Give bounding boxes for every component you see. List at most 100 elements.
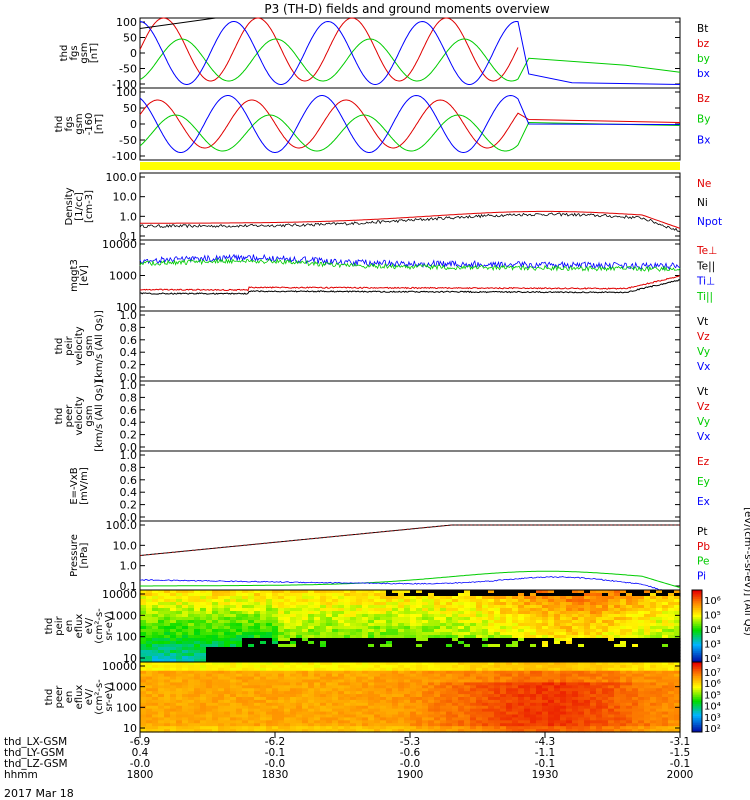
y-axis-label: [km/s (All Qs)] xyxy=(94,310,105,382)
heatmap-cell xyxy=(452,599,459,603)
heatmap-cell xyxy=(536,723,543,727)
heatmap-cell xyxy=(650,667,657,672)
heatmap-cell xyxy=(488,720,495,724)
heatmap-cell xyxy=(170,590,177,594)
heatmap-cell xyxy=(314,641,321,645)
heatmap-cell xyxy=(188,723,195,727)
heatmap-cell xyxy=(278,714,285,719)
heatmap-cell xyxy=(632,647,639,651)
heatmap-cell xyxy=(614,590,621,594)
heatmap-cell xyxy=(536,638,543,642)
heatmap-cell xyxy=(338,685,345,689)
legend-entry: Te⊥ xyxy=(696,245,717,257)
heatmap-cell xyxy=(290,697,297,701)
heatmap-cell xyxy=(326,593,333,597)
heatmap-cell xyxy=(326,608,333,612)
heatmap-cell xyxy=(314,697,321,701)
heatmap-cell xyxy=(362,691,369,695)
heatmap-cell xyxy=(218,702,225,707)
heatmap-cell xyxy=(632,593,639,597)
heatmap-cell xyxy=(428,694,435,698)
heatmap-cell xyxy=(248,676,255,681)
heatmap-cell xyxy=(326,659,333,663)
heatmap-cell xyxy=(206,670,213,675)
heatmap-cell xyxy=(266,653,273,657)
heatmap-cell xyxy=(266,611,273,615)
heatmap-cell xyxy=(536,705,543,710)
heatmap-cell xyxy=(332,596,339,600)
heatmap-cell xyxy=(374,629,381,633)
heatmap-cell xyxy=(206,623,213,627)
heatmap-cell xyxy=(338,676,345,681)
heatmap-cell xyxy=(212,729,219,733)
heatmap-cell xyxy=(584,629,591,633)
heatmap-cell xyxy=(308,653,315,657)
heatmap-cell xyxy=(212,590,219,594)
heatmap-cell xyxy=(638,626,645,630)
heatmap-cell xyxy=(182,590,189,594)
heatmap-cell xyxy=(188,664,195,669)
heatmap-cell xyxy=(206,726,213,730)
heatmap-cell xyxy=(308,720,315,724)
heatmap-cell xyxy=(224,662,231,666)
heatmap-cell xyxy=(590,650,597,654)
heatmap-cell xyxy=(500,608,507,612)
heatmap-cell xyxy=(638,673,645,678)
heatmap-cell xyxy=(158,641,165,645)
heatmap-cell xyxy=(200,729,207,733)
heatmap-cell xyxy=(434,602,441,606)
heatmap-cell xyxy=(548,679,555,684)
heatmap-cell xyxy=(422,723,429,727)
heatmap-cell xyxy=(644,617,651,621)
heatmap-cell xyxy=(248,650,255,654)
heatmap-cell xyxy=(380,599,387,603)
heatmap-cell xyxy=(566,726,573,730)
heatmap-cell xyxy=(482,644,489,648)
heatmap-cell xyxy=(302,685,309,689)
heatmap-cell xyxy=(242,635,249,639)
heatmap-cell xyxy=(188,714,195,719)
heatmap-cell xyxy=(254,623,261,627)
heatmap-cell xyxy=(296,723,303,727)
heatmap-cell xyxy=(626,679,633,684)
heatmap-cell xyxy=(386,691,393,695)
heatmap-cell xyxy=(140,664,147,669)
heatmap-cell xyxy=(572,623,579,627)
heatmap-cell xyxy=(236,623,243,627)
heatmap-cell xyxy=(644,635,651,639)
heatmap-cell xyxy=(308,647,315,651)
heatmap-cell xyxy=(368,711,375,716)
heatmap-cell xyxy=(470,626,477,630)
heatmap-cell xyxy=(266,659,273,663)
heatmap-cell xyxy=(518,659,525,663)
heatmap-cell xyxy=(632,720,639,724)
heatmap-cell xyxy=(584,620,591,624)
heatmap-cell xyxy=(662,626,669,630)
heatmap-cell xyxy=(452,723,459,727)
heatmap-cell xyxy=(638,656,645,660)
heatmap-cell xyxy=(278,596,285,600)
heatmap-cell xyxy=(452,638,459,642)
heatmap-cell xyxy=(548,641,555,645)
heatmap-cell xyxy=(224,697,231,701)
heatmap-cell xyxy=(272,641,279,645)
heatmap-cell xyxy=(662,605,669,609)
heatmap-cell xyxy=(548,635,555,639)
heatmap-cell xyxy=(566,641,573,645)
heatmap-cell xyxy=(494,644,501,648)
heatmap-cell xyxy=(638,729,645,733)
heatmap-cell xyxy=(188,702,195,707)
heatmap-cell xyxy=(404,688,411,692)
heatmap-cell xyxy=(212,705,219,710)
heatmap-cell xyxy=(590,676,597,681)
heatmap-cell xyxy=(140,596,147,600)
heatmap-cell xyxy=(572,620,579,624)
heatmap-cell xyxy=(530,676,537,681)
heatmap-cell xyxy=(212,647,219,651)
heatmap-cell xyxy=(554,726,561,730)
heatmap-cell xyxy=(404,705,411,710)
heatmap-cell xyxy=(368,599,375,603)
heatmap-cell xyxy=(458,596,465,600)
heatmap-cell xyxy=(608,679,615,684)
heatmap-cell xyxy=(482,682,489,686)
